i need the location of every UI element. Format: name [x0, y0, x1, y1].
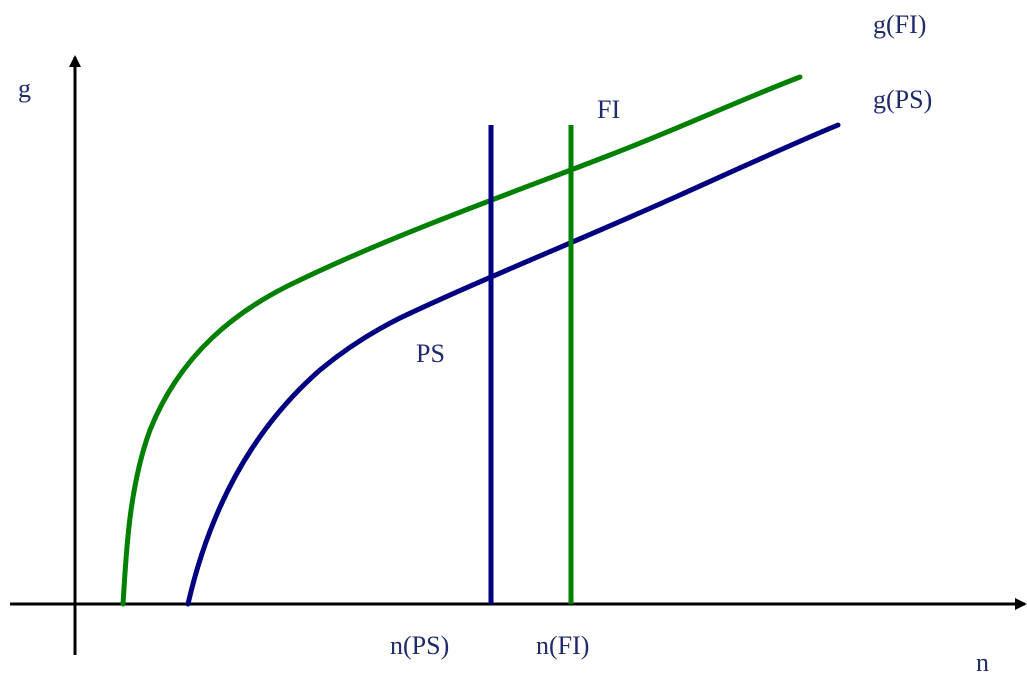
- curve-g-ps: [185, 122, 841, 607]
- curve-g-fi: [120, 74, 803, 607]
- curve-g-ps-label: g(PS): [873, 85, 932, 114]
- tick-label-n-fi: n(FI): [536, 631, 589, 660]
- tick-label-n-ps: n(PS): [390, 631, 449, 660]
- y-axis-label: g: [18, 74, 31, 103]
- x-axis-label: n: [976, 648, 989, 675]
- curve-g-fi-label: g(FI): [873, 10, 926, 39]
- curve-ps-mid-label: PS: [416, 339, 445, 368]
- vline-fi-label: FI: [597, 95, 620, 124]
